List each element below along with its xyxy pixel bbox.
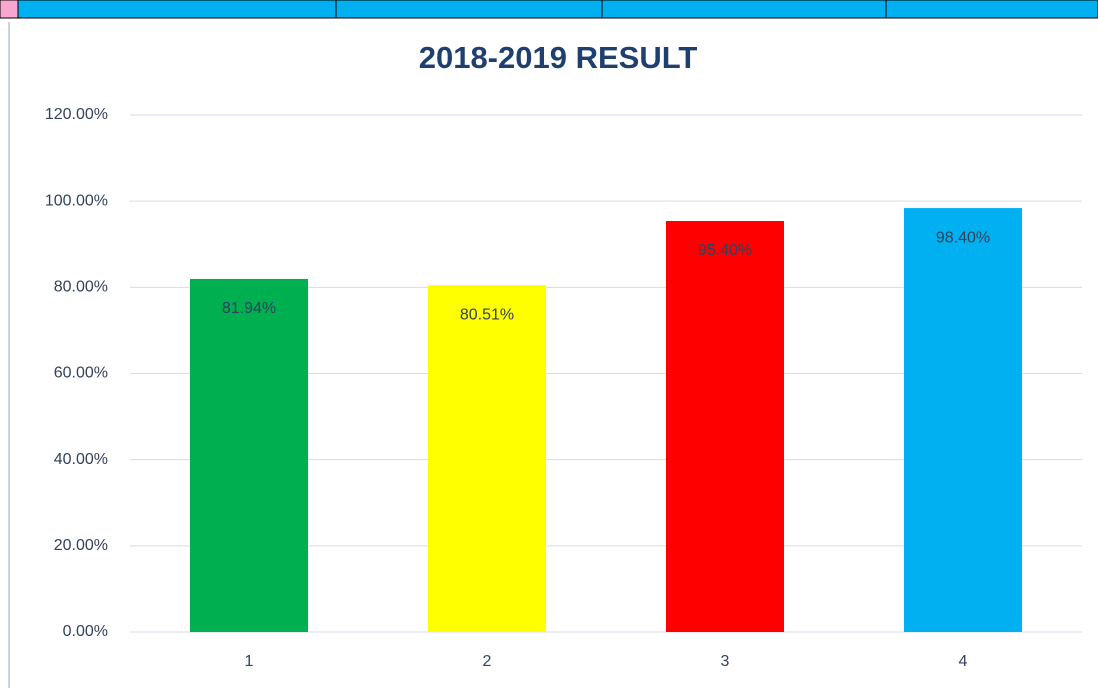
data-label: 95.40% bbox=[698, 242, 752, 259]
header-cell bbox=[885, 0, 1098, 19]
y-tick-label: 60.00% bbox=[54, 365, 108, 382]
y-tick-label: 40.00% bbox=[54, 451, 108, 468]
data-label: 98.40% bbox=[936, 229, 990, 246]
header-cell bbox=[0, 0, 19, 19]
data-label: 81.94% bbox=[222, 300, 276, 317]
data-label: 80.51% bbox=[460, 306, 514, 323]
bar bbox=[428, 285, 546, 632]
y-tick-label: 100.00% bbox=[45, 192, 108, 209]
x-tick-label: 3 bbox=[721, 653, 730, 670]
x-tick-label: 1 bbox=[245, 653, 254, 670]
y-tick-label: 120.00% bbox=[45, 106, 108, 123]
x-tick-label: 2 bbox=[483, 653, 492, 670]
bar bbox=[666, 220, 784, 633]
x-tick-label: 4 bbox=[959, 653, 968, 670]
header-cell bbox=[335, 0, 603, 19]
header-cell bbox=[601, 0, 887, 19]
y-tick-label: 0.00% bbox=[63, 623, 108, 640]
y-tick-label: 20.00% bbox=[54, 537, 108, 554]
bar bbox=[190, 278, 308, 632]
y-tick-label: 80.00% bbox=[54, 279, 108, 296]
header-cell bbox=[17, 0, 337, 19]
chart-title: 2018-2019 RESULT bbox=[419, 40, 698, 75]
bar bbox=[904, 208, 1022, 632]
